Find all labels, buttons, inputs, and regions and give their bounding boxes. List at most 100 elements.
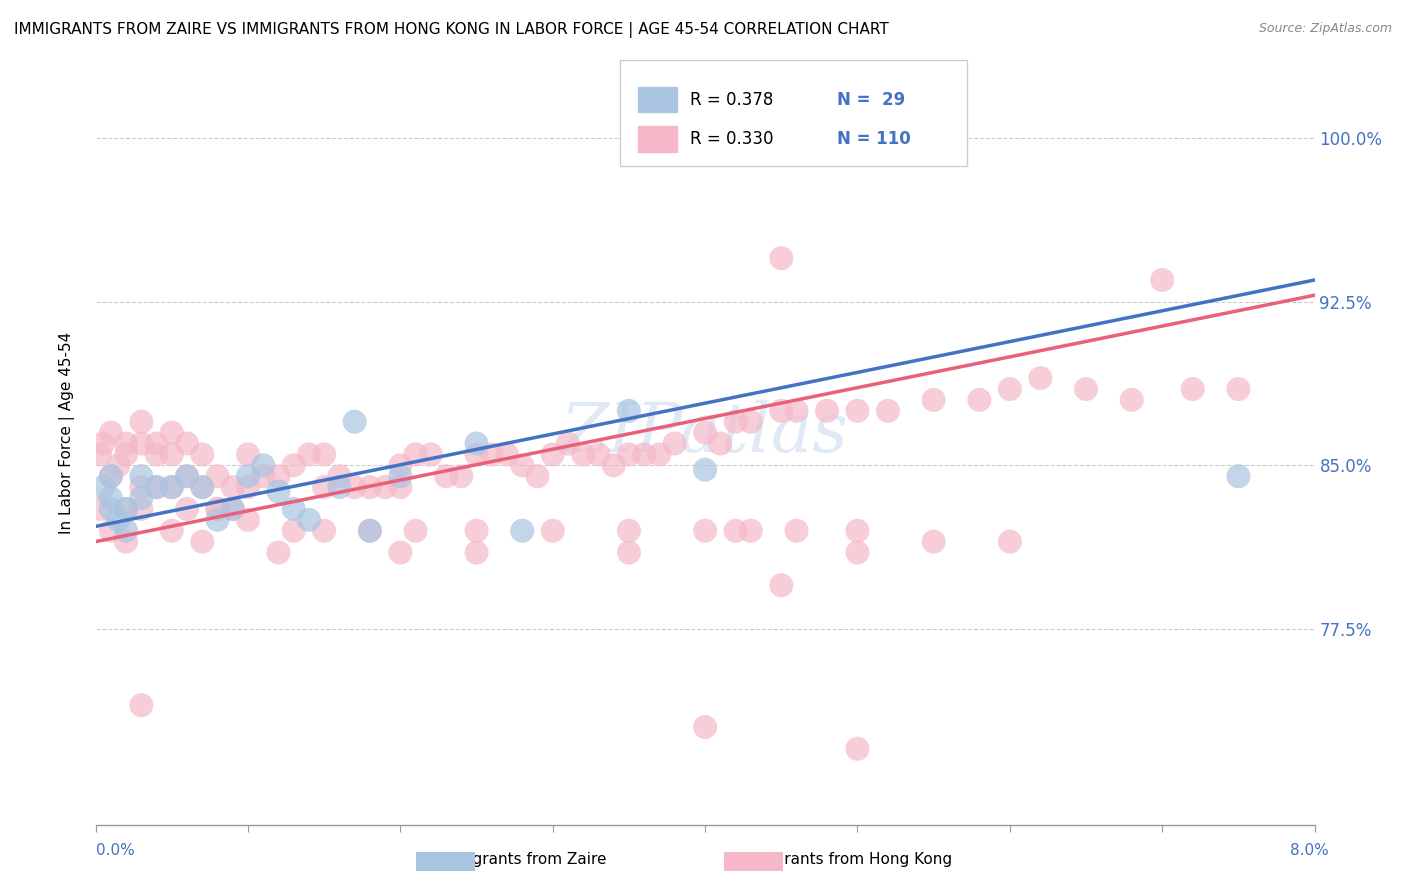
Point (770, 251, 793, 265)
Point (207, 502, 229, 516)
Point (176, 469, 198, 483)
Point (207, 469, 229, 483)
Point (465, 436, 488, 450)
Point (359, 524, 381, 538)
Point (91, 480, 114, 494)
Point (1152, 273, 1174, 287)
Point (115, 524, 138, 538)
Point (617, 447, 640, 461)
Point (145, 480, 167, 494)
Point (786, 404, 808, 418)
Bar (638, 127, 678, 152)
Point (389, 480, 412, 494)
Point (160, 447, 183, 461)
Point (131, 698, 153, 713)
Point (176, 469, 198, 483)
Point (267, 484, 290, 499)
Point (846, 741, 869, 756)
Text: R = 0.378: R = 0.378 (690, 91, 773, 109)
Point (419, 447, 441, 461)
Point (191, 480, 214, 494)
Point (786, 524, 808, 538)
Point (89, 447, 111, 461)
Point (1074, 382, 1097, 396)
Point (695, 425, 717, 440)
Point (314, 447, 336, 461)
Point (648, 447, 671, 461)
Point (846, 524, 869, 538)
Text: 8.0%: 8.0% (1289, 843, 1329, 858)
Point (131, 469, 153, 483)
Point (541, 447, 564, 461)
Point (465, 545, 488, 559)
Point (405, 447, 427, 461)
Point (465, 447, 488, 461)
Point (770, 578, 793, 592)
Point (107, 513, 129, 527)
Point (207, 502, 229, 516)
Point (131, 491, 153, 505)
Point (100, 491, 122, 505)
Point (191, 447, 214, 461)
Bar (638, 87, 678, 112)
Point (359, 480, 381, 494)
Point (740, 524, 762, 538)
Point (160, 480, 183, 494)
Point (770, 404, 793, 418)
Point (526, 469, 548, 483)
Point (298, 447, 321, 461)
Point (510, 524, 533, 538)
Point (314, 480, 336, 494)
Point (450, 469, 472, 483)
Point (510, 458, 533, 473)
Point (236, 480, 259, 494)
Text: R = 0.330: R = 0.330 (690, 130, 773, 148)
Point (160, 480, 183, 494)
Point (115, 502, 138, 516)
FancyBboxPatch shape (620, 60, 967, 166)
Point (877, 404, 900, 418)
Point (617, 545, 640, 559)
Point (131, 415, 153, 429)
Point (557, 436, 579, 450)
Point (846, 545, 869, 559)
Point (252, 458, 274, 473)
Point (145, 480, 167, 494)
Point (314, 524, 336, 538)
Point (283, 502, 305, 516)
Text: IMMIGRANTS FROM ZAIRE VS IMMIGRANTS FROM HONG KONG IN LABOR FORCE | AGE 45-54 CO: IMMIGRANTS FROM ZAIRE VS IMMIGRANTS FROM… (14, 22, 889, 38)
Point (107, 458, 129, 473)
Point (481, 447, 503, 461)
Point (91, 436, 114, 450)
Point (100, 524, 122, 538)
Point (115, 447, 138, 461)
Point (998, 382, 1021, 396)
Point (145, 436, 167, 450)
Point (695, 524, 717, 538)
Point (115, 534, 138, 549)
Point (846, 404, 869, 418)
Y-axis label: In Labor Force | Age 45-54: In Labor Force | Age 45-54 (59, 332, 75, 533)
Point (709, 436, 731, 450)
Point (145, 447, 167, 461)
Point (588, 447, 610, 461)
Point (617, 524, 640, 538)
Point (389, 458, 412, 473)
Point (695, 720, 717, 734)
Point (922, 534, 945, 549)
Text: N = 110: N = 110 (837, 130, 911, 148)
Point (328, 480, 350, 494)
Text: 0.0%: 0.0% (96, 843, 135, 858)
Point (100, 425, 122, 440)
Text: Immigrants from Hong Kong: Immigrants from Hong Kong (735, 852, 952, 867)
Point (998, 534, 1021, 549)
Point (343, 480, 366, 494)
Point (664, 436, 686, 450)
Point (100, 469, 122, 483)
Point (236, 469, 259, 483)
Point (922, 392, 945, 407)
Point (405, 524, 427, 538)
Point (176, 502, 198, 516)
Point (176, 436, 198, 450)
Point (815, 404, 838, 418)
